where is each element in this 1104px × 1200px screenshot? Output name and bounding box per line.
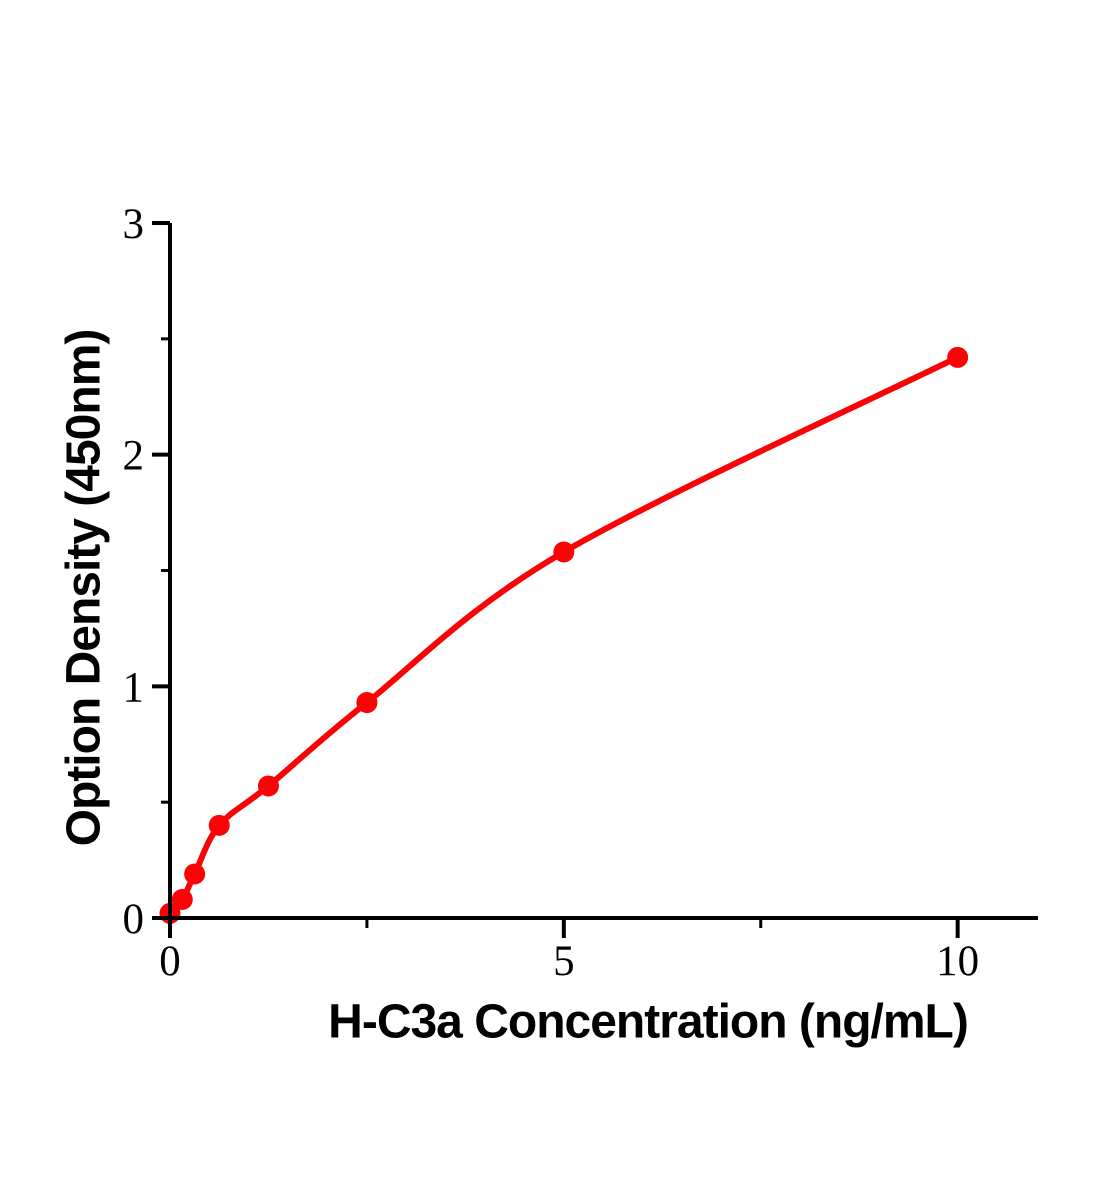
data-point xyxy=(356,692,378,714)
x-tick-label: 0 xyxy=(159,938,181,985)
y-tick-label: 0 xyxy=(123,896,145,943)
y-tick-label: 2 xyxy=(123,433,145,480)
data-point xyxy=(257,775,279,797)
y-tick-label: 3 xyxy=(123,201,145,248)
data-point xyxy=(947,346,969,368)
data-point xyxy=(208,814,230,836)
y-tick-label: 1 xyxy=(123,664,145,711)
x-axis-title: H-C3a Concentration (ng/mL) xyxy=(328,995,969,1049)
x-tick-label: 5 xyxy=(553,938,575,985)
data-point xyxy=(171,888,193,910)
data-point xyxy=(184,863,206,885)
x-tick-label: 10 xyxy=(936,938,979,985)
fit-curve xyxy=(167,354,961,917)
data-point xyxy=(553,541,575,563)
y-axis-title: Option Density (450nm) xyxy=(57,329,111,847)
